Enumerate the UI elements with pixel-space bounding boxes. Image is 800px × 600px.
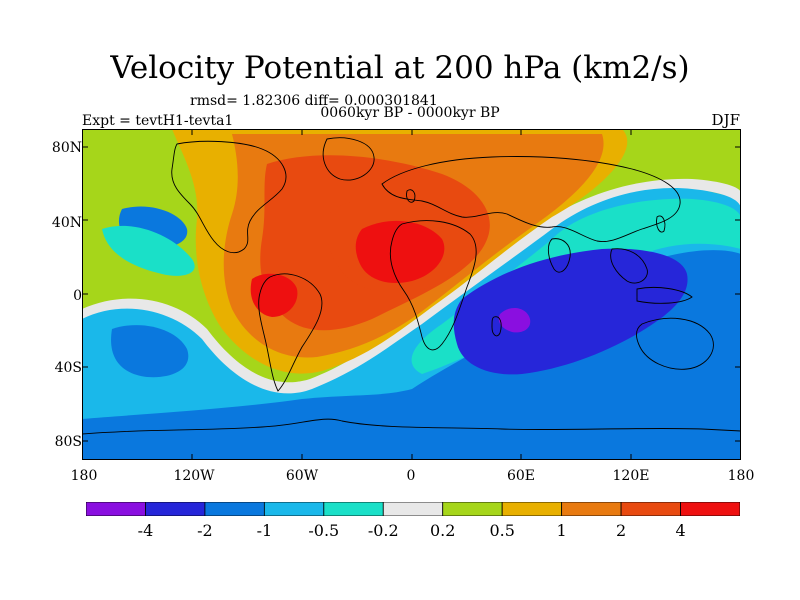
coastlines: [82, 137, 741, 435]
lat-label-80n: 80N: [51, 140, 82, 156]
colorbar-swatch: [86, 502, 146, 516]
colorbar-tick-label: -4: [137, 521, 154, 540]
rmsd-diff-stats: rmsd= 1.82306 diff= 0.000301841: [190, 93, 438, 109]
lat-label-0: 0: [73, 288, 82, 304]
lat-label-80s: 80S: [54, 434, 82, 450]
colorbar: [86, 502, 740, 516]
period-subtitle: 0060kyr BP - 0000kyr BP: [320, 105, 500, 121]
colorbar-tick-label: 0.2: [429, 521, 456, 540]
colorbar-tick-label: -1: [256, 521, 273, 540]
season-label: DJF: [711, 111, 740, 129]
colorbar-swatch: [145, 502, 206, 516]
contour-band-4-samerica: [250, 273, 298, 317]
colorbar-swatch: [204, 502, 265, 516]
contour-band-neg2: [453, 248, 688, 375]
experiment-label: Expt = tevtH1-tevta1: [82, 113, 234, 129]
colorbar-tick-label: -0.5: [308, 521, 340, 540]
colorbar-swatch: [501, 502, 563, 516]
colorbar-swatch: [382, 502, 444, 516]
contour-band-neg4: [498, 307, 531, 333]
velocity-potential-map: [82, 129, 741, 460]
plot-title: Velocity Potential at 200 hPa (km2/s): [110, 50, 690, 86]
contour-band-neg0p2-pacific: [102, 225, 195, 276]
colorbar-tick-label: -0.2: [367, 521, 399, 540]
colorbar-tick-label: -2: [197, 521, 213, 540]
lon-label-0: 0: [406, 468, 416, 484]
colorbar-swatch: [680, 502, 740, 516]
colorbar-swatch: [561, 502, 622, 516]
lon-label-60e: 60E: [506, 468, 536, 484]
colorbar-swatch: [263, 502, 325, 516]
colorbar-tick-label: 2: [615, 521, 627, 540]
lat-label-40s: 40S: [54, 360, 82, 376]
lat-label-40n: 40N: [51, 215, 82, 231]
colorbar-tick-label: 0.5: [489, 521, 515, 540]
lon-label-120e: 120E: [612, 468, 650, 484]
axis-ticks: [82, 129, 741, 460]
colorbar-swatch: [442, 502, 503, 516]
lon-label-60w: 60W: [285, 468, 319, 484]
lon-label-120w: 120W: [173, 468, 215, 484]
contour-band-neg1-pacific: [111, 325, 189, 378]
lon-label-180w: 180: [70, 468, 98, 484]
colorbar-swatch: [323, 502, 384, 516]
colorbar-tick-label: 4: [675, 521, 686, 540]
colorbar-swatch: [620, 502, 681, 516]
lon-label-180e: 180: [727, 468, 755, 484]
colorbar-tick-label: 1: [556, 521, 567, 540]
contour-band-4-africa: [355, 220, 445, 284]
